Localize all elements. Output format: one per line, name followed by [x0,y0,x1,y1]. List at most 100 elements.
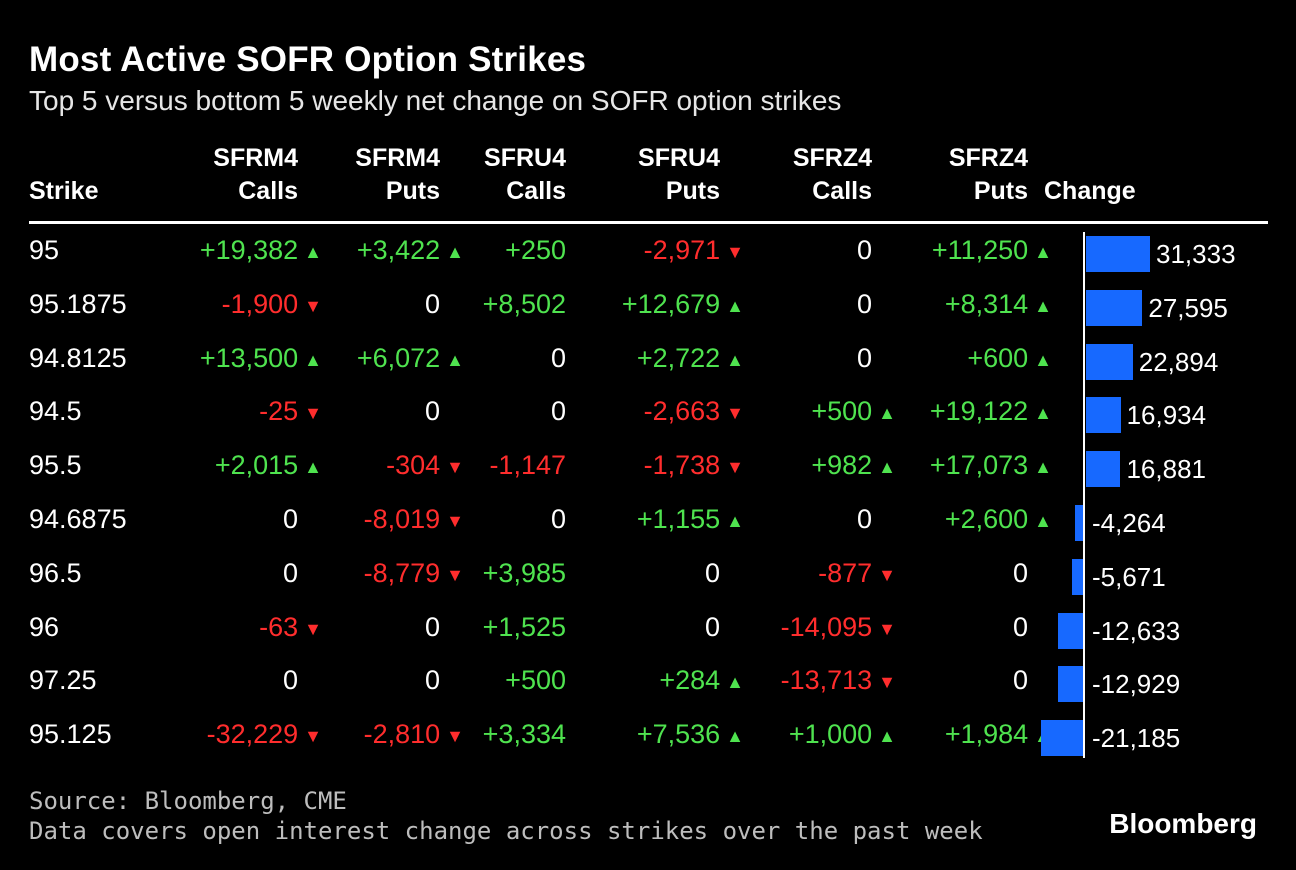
option-change-value: -1,900 [221,288,299,319]
column-header-line2: Puts [973,177,1028,205]
option-change-cell: 0 [808,660,1028,700]
down-arrow-icon: ▼ [446,457,464,478]
strike-label: 94.5 [29,396,82,427]
column-header-6: SFRZ4 Puts [828,142,1028,212]
option-change-value: +3,985 [482,557,566,588]
option-change-cell: +600 ▲ [832,338,1052,378]
strike-label: 95 [29,235,60,265]
option-change-cell: +1,984 ▲ [832,714,1052,754]
option-change-cell: -8,019 ▼ [244,499,464,539]
change-zero-axis [1083,232,1085,758]
option-change-value: +19,382 [199,235,299,265]
option-change-value: +13,500 [199,342,299,373]
option-change-value: -304 [386,450,441,481]
column-header-line2: Calls [238,177,298,205]
option-change-cell: 0 [500,553,720,593]
option-change-cell: 0 [220,284,440,324]
up-arrow-icon: ▲ [304,457,322,478]
option-change-value: +2,600 [944,504,1029,534]
column-header-line1: SFRM4 [213,144,298,172]
chart-title: Most Active SOFR Option Strikes [29,40,587,79]
option-change-cell: 0 [346,391,566,431]
option-change-cell: 0 [808,607,1028,647]
column-header-4: SFRU4 Puts [520,142,720,212]
option-change-cell: -14,095 ▼ [676,607,896,647]
change-value-label: -21,185 [1092,723,1181,754]
strike-label: 96.5 [29,557,82,588]
change-value-label: -12,633 [1092,615,1181,646]
option-change-cell: +500 [346,660,566,700]
option-change-cell: +11,250 ▲ [832,230,1052,270]
change-value-label: 27,595 [1148,292,1228,323]
change-bar [1086,343,1133,380]
option-change-cell: -304 ▼ [244,445,464,485]
down-arrow-icon: ▼ [304,726,322,747]
option-change-cell: -1,738 ▼ [524,445,744,485]
data-note-text: Data covers open interest change across … [29,817,983,845]
option-change-value: +250 [505,235,566,265]
option-change-cell: 0 [78,553,298,593]
option-change-cell: +6,072 ▲ [244,338,464,378]
column-header-2: SFRM4 Puts [240,142,440,212]
up-arrow-icon: ▲ [726,295,744,316]
option-change-cell: -1,900 ▼ [102,284,322,324]
down-arrow-icon: ▼ [878,672,896,693]
column-header-line2: Puts [665,177,720,205]
option-change-cell: 0 [220,607,440,647]
bloomberg-logo: Bloomberg [1109,808,1257,839]
down-arrow-icon: ▼ [726,403,744,424]
option-change-cell: +1,525 [346,607,566,647]
option-change-cell: +19,382 ▲ [102,230,322,270]
option-change-value: 0 [856,504,872,534]
option-change-cell: 0 [652,499,872,539]
option-change-cell: 0 [346,499,566,539]
change-value-label: -5,671 [1092,561,1166,592]
option-change-value: 0 [550,504,566,534]
change-value-label: -12,929 [1092,669,1181,700]
source-text: Source: Bloomberg, CME [29,787,347,815]
option-change-cell: -877 ▼ [676,553,896,593]
column-header-line2: Puts [385,177,440,205]
option-change-value: +2,015 [214,450,299,481]
option-change-value: -1,738 [643,450,721,481]
option-change-value: -13,713 [780,665,873,696]
option-change-cell: +2,722 ▲ [524,338,744,378]
option-change-cell: 0 [78,499,298,539]
option-change-cell: 0 [652,284,872,324]
option-change-value: +19,122 [929,396,1029,427]
down-arrow-icon: ▼ [446,564,464,585]
up-arrow-icon: ▲ [726,349,744,370]
column-header-line1: SFRZ4 [948,144,1028,172]
up-arrow-icon: ▲ [1034,457,1052,478]
option-change-cell: -25 ▼ [102,391,322,431]
option-change-value: +500 [811,396,873,427]
option-change-value: -877 [818,557,873,588]
option-change-value: +12,679 [621,288,721,319]
option-change-value: -2,663 [643,396,721,427]
option-change-cell: +17,073 ▲ [832,445,1052,485]
change-bar [1040,720,1084,757]
option-change-value: 0 [424,611,440,642]
header-divider [29,221,1268,224]
option-change-value: -32,229 [206,719,299,750]
option-change-cell: -1,147 [346,445,566,485]
change-bar [1086,236,1150,272]
change-bar [1075,505,1084,541]
option-change-value: +7,536 [636,719,721,750]
option-change-value: 0 [856,288,872,319]
change-value-label: 22,894 [1138,346,1219,377]
option-change-value: -8,779 [363,557,441,588]
option-change-value: +6,072 [356,342,441,373]
option-change-cell: +13,500 ▲ [102,338,322,378]
option-change-cell: +2,600 ▲ [832,499,1052,539]
change-value-label: 31,333 [1156,239,1236,269]
column-header-line2: Calls [506,177,566,205]
column-header-line1: SFRU4 [484,144,566,172]
strike-label: 95.1875 [29,288,127,319]
option-change-cell: 0 [220,391,440,431]
option-change-value: 0 [550,396,566,427]
option-change-value: 0 [1012,611,1028,642]
up-arrow-icon: ▲ [446,349,464,370]
down-arrow-icon: ▼ [726,457,744,478]
strike-label: 96 [29,611,60,642]
